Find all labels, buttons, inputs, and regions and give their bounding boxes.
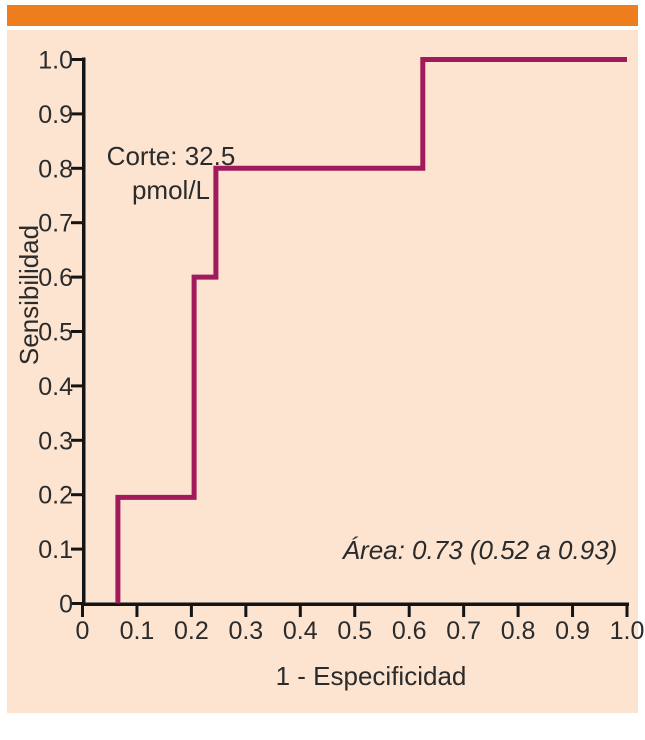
y-tick-label: 0.1 [38, 536, 73, 564]
x-axis-title: 1 - Especificidad [275, 661, 467, 691]
roc-curve-line [115, 57, 627, 604]
x-tick-label: 0.3 [228, 617, 263, 645]
y-tick-label: 0.5 [38, 319, 73, 347]
y-tick-label: 0.8 [38, 155, 73, 183]
y-tick-label: 0 [59, 591, 73, 619]
y-tick-label: 0.7 [38, 210, 73, 238]
x-tick-label: 0.8 [501, 617, 536, 645]
x-tick-label: 0.4 [283, 617, 318, 645]
y-tick-label: 0.4 [38, 373, 73, 401]
x-tick-label: 0.2 [174, 617, 209, 645]
cutoff-annotation-line1: Corte: 32.5 [106, 141, 236, 171]
auc-annotation: Área: 0.73 (0.52 a 0.93) [342, 535, 618, 565]
y-axis-title: Sensibilidad [14, 224, 44, 366]
x-tick-label: 0.5 [337, 617, 372, 645]
x-tick-label: 0 [76, 617, 90, 645]
top-accent-bar [7, 5, 638, 26]
y-tick-label: 0.3 [38, 427, 73, 455]
cutoff-annotation-line2: pmol/L [131, 175, 211, 205]
x-tick-label: 0.6 [392, 617, 427, 645]
x-tick-label: 0.9 [555, 617, 590, 645]
y-tick-label: 0.2 [38, 482, 73, 510]
y-tick-label: 0.6 [38, 264, 73, 292]
y-tick-label: 1.0 [38, 47, 73, 75]
x-tick-label: 0.1 [120, 617, 155, 645]
x-tick-label: 0.7 [446, 617, 481, 645]
chart-panel [7, 30, 638, 713]
y-tick-label: 0.9 [38, 101, 73, 129]
x-tick-label: 1.0 [610, 617, 645, 645]
cutoff-annotation: Corte: 32.5 pmol/L [96, 139, 246, 207]
